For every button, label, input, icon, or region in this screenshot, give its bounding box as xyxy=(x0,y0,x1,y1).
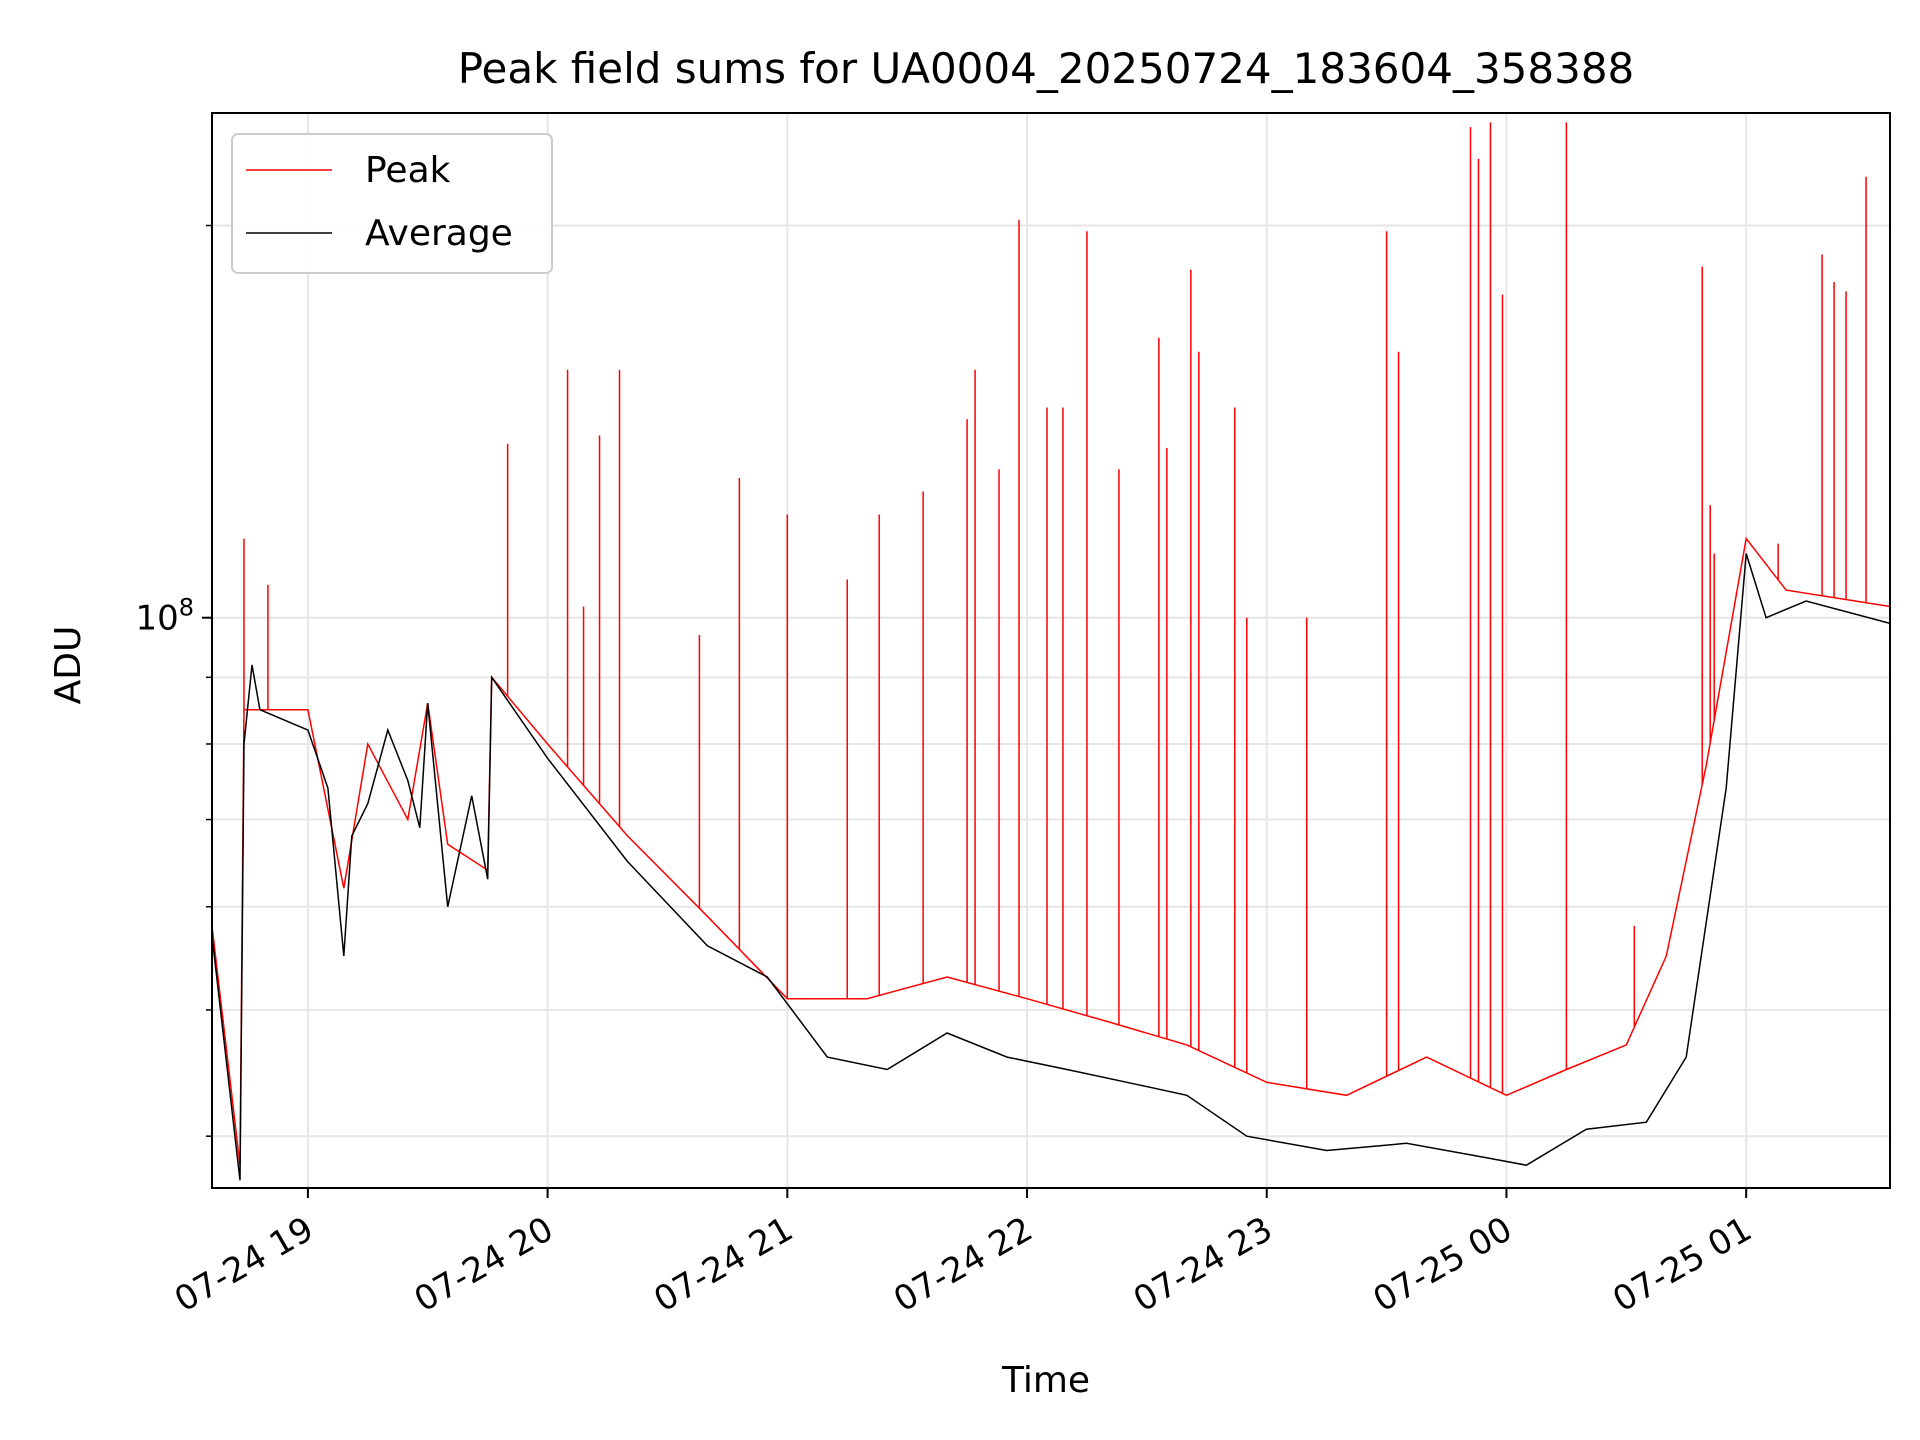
y-tick-label: 108 xyxy=(135,594,194,639)
chart-title: Peak field sums for UA0004_20250724_1836… xyxy=(458,44,1635,93)
legend-box xyxy=(231,133,553,274)
legend-label-average: Average xyxy=(365,213,513,254)
series-peak-line xyxy=(211,536,1891,1166)
plot-layer xyxy=(211,122,1891,1181)
y-axis-label: ADU xyxy=(48,626,89,705)
legend-label-peak: Peak xyxy=(365,150,451,191)
series-average-line xyxy=(211,553,1891,1181)
plot-frame xyxy=(211,112,1891,1189)
x-axis-label: Time xyxy=(1001,1360,1090,1401)
legend: Peak Average xyxy=(231,133,553,274)
